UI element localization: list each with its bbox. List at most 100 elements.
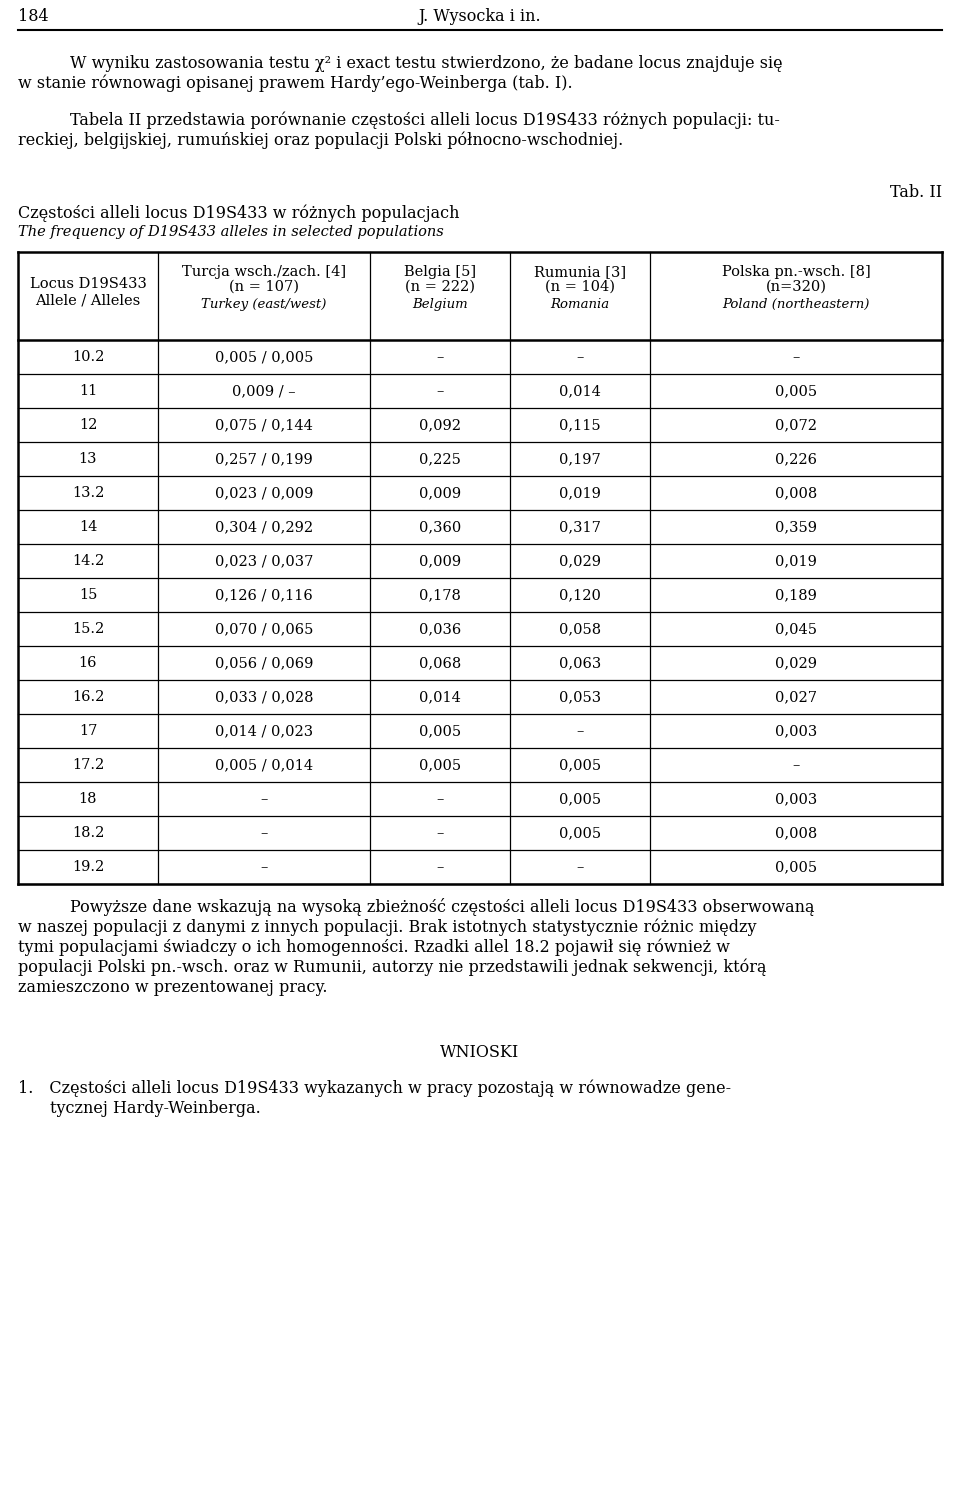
Text: w stanie równowagi opisanej prawem Hardy’ego-Weinberga (tab. I).: w stanie równowagi opisanej prawem Hardy…	[18, 75, 572, 92]
Text: 0,063: 0,063	[559, 656, 601, 669]
Text: 17: 17	[79, 723, 97, 738]
Text: J. Wysocka i in.: J. Wysocka i in.	[419, 8, 541, 26]
Text: 0,226: 0,226	[775, 453, 817, 466]
Text: 0,027: 0,027	[775, 690, 817, 704]
Text: 0,019: 0,019	[775, 553, 817, 569]
Text: 0,189: 0,189	[775, 588, 817, 602]
Text: 0,033 / 0,028: 0,033 / 0,028	[215, 690, 313, 704]
Text: 11: 11	[79, 384, 97, 399]
Text: 0,197: 0,197	[559, 453, 601, 466]
Text: 0,009 / –: 0,009 / –	[232, 384, 296, 399]
Text: 0,005 / 0,005: 0,005 / 0,005	[215, 350, 313, 364]
Text: 0,360: 0,360	[419, 520, 461, 534]
Text: 18: 18	[79, 793, 97, 806]
Text: 0,115: 0,115	[559, 418, 601, 432]
Text: Polska pn.-wsch. [8]: Polska pn.-wsch. [8]	[722, 265, 871, 280]
Text: 0,009: 0,009	[419, 553, 461, 569]
Text: 0,178: 0,178	[420, 588, 461, 602]
Text: 0,056 / 0,069: 0,056 / 0,069	[215, 656, 313, 669]
Text: –: –	[260, 793, 268, 806]
Text: Romania: Romania	[550, 298, 610, 311]
Text: Tab. II: Tab. II	[890, 183, 942, 202]
Text: tycznej Hardy-Weinberga.: tycznej Hardy-Weinberga.	[50, 1099, 261, 1117]
Text: Turkey (east/west): Turkey (east/west)	[202, 298, 326, 311]
Text: 0,072: 0,072	[775, 418, 817, 432]
Text: 0,008: 0,008	[775, 826, 817, 841]
Text: 0,359: 0,359	[775, 520, 817, 534]
Text: 0,070 / 0,065: 0,070 / 0,065	[215, 623, 313, 636]
Text: –: –	[576, 860, 584, 874]
Text: 13.2: 13.2	[72, 486, 105, 499]
Text: 0,005: 0,005	[775, 384, 817, 399]
Text: 0,014: 0,014	[559, 384, 601, 399]
Text: 0,014 / 0,023: 0,014 / 0,023	[215, 723, 313, 738]
Text: W wyniku zastosowania testu χ² i exact testu stwierdzono, że badane locus znajdu: W wyniku zastosowania testu χ² i exact t…	[70, 56, 782, 72]
Text: Tabela II przedstawia porównanie częstości alleli locus D19S433 różnych populacj: Tabela II przedstawia porównanie częstoś…	[70, 111, 780, 129]
Text: 15: 15	[79, 588, 97, 602]
Text: tymi populacjami świadczy o ich homogenności. Rzadki allel 18.2 pojawił się równ: tymi populacjami świadczy o ich homogenn…	[18, 938, 730, 957]
Text: (n=320): (n=320)	[765, 280, 827, 293]
Text: Belgia [5]: Belgia [5]	[404, 265, 476, 280]
Text: 16.2: 16.2	[72, 690, 105, 704]
Text: (n = 222): (n = 222)	[405, 280, 475, 293]
Text: 184: 184	[18, 8, 49, 26]
Text: 0,068: 0,068	[419, 656, 461, 669]
Text: 10.2: 10.2	[72, 350, 105, 364]
Text: 0,014: 0,014	[420, 690, 461, 704]
Text: w naszej populacji z danymi z innych populacji. Brak istotnych statystycznie róż: w naszej populacji z danymi z innych pop…	[18, 919, 756, 935]
Text: 0,045: 0,045	[775, 623, 817, 636]
Text: Poland (northeastern): Poland (northeastern)	[722, 298, 870, 311]
Text: –: –	[436, 384, 444, 399]
Text: 0,225: 0,225	[420, 453, 461, 466]
Text: Częstości alleli locus D19S433 w różnych populacjach: Częstości alleli locus D19S433 w różnych…	[18, 205, 460, 223]
Text: Powyższe dane wskazują na wysoką zbieżność częstości alleli locus D19S433 obserw: Powyższe dane wskazują na wysoką zbieżno…	[70, 898, 814, 916]
Text: –: –	[792, 350, 800, 364]
Text: 0,003: 0,003	[775, 793, 817, 806]
Text: 0,036: 0,036	[419, 623, 461, 636]
Text: 0,005: 0,005	[775, 860, 817, 874]
Text: 0,126 / 0,116: 0,126 / 0,116	[215, 588, 313, 602]
Text: 0,023 / 0,037: 0,023 / 0,037	[215, 553, 313, 569]
Text: 0,005: 0,005	[559, 826, 601, 841]
Text: 0,019: 0,019	[559, 486, 601, 499]
Text: zamieszczono w prezentowanej pracy.: zamieszczono w prezentowanej pracy.	[18, 979, 327, 996]
Text: 0,029: 0,029	[775, 656, 817, 669]
Text: 0,005: 0,005	[419, 758, 461, 772]
Text: 18.2: 18.2	[72, 826, 105, 841]
Text: 15.2: 15.2	[72, 623, 104, 636]
Text: (n = 107): (n = 107)	[229, 280, 299, 293]
Text: 0,005: 0,005	[559, 758, 601, 772]
Text: 12: 12	[79, 418, 97, 432]
Text: –: –	[436, 826, 444, 841]
Text: –: –	[436, 860, 444, 874]
Text: 14: 14	[79, 520, 97, 534]
Text: reckiej, belgijskiej, rumuńskiej oraz populacji Polski północno-wschodniej.: reckiej, belgijskiej, rumuńskiej oraz po…	[18, 131, 623, 149]
Text: Locus D19S433: Locus D19S433	[30, 277, 147, 290]
Text: 0,092: 0,092	[419, 418, 461, 432]
Text: populacji Polski pn.-wsch. oraz w Rumunii, autorzy nie przedstawili jednak sekwe: populacji Polski pn.-wsch. oraz w Rumuni…	[18, 958, 766, 976]
Text: 0,304 / 0,292: 0,304 / 0,292	[215, 520, 313, 534]
Text: 14.2: 14.2	[72, 553, 104, 569]
Text: 1. Częstości alleli locus D19S433 wykazanych w pracy pozostają w równowadze gene: 1. Częstości alleli locus D19S433 wykaza…	[18, 1080, 732, 1096]
Text: 0,120: 0,120	[559, 588, 601, 602]
Text: –: –	[260, 860, 268, 874]
Text: Belgium: Belgium	[412, 298, 468, 311]
Text: 0,317: 0,317	[559, 520, 601, 534]
Text: Rumunia [3]: Rumunia [3]	[534, 265, 626, 280]
Text: Allele / Alleles: Allele / Alleles	[36, 293, 140, 307]
Text: 0,023 / 0,009: 0,023 / 0,009	[215, 486, 313, 499]
Text: –: –	[436, 350, 444, 364]
Text: 0,008: 0,008	[775, 486, 817, 499]
Text: 0,005: 0,005	[559, 793, 601, 806]
Text: 0,003: 0,003	[775, 723, 817, 738]
Text: 16: 16	[79, 656, 97, 669]
Text: 19.2: 19.2	[72, 860, 104, 874]
Text: –: –	[792, 758, 800, 772]
Text: –: –	[576, 723, 584, 738]
Text: 13: 13	[79, 453, 97, 466]
Text: –: –	[576, 350, 584, 364]
Text: (n = 104): (n = 104)	[545, 280, 615, 293]
Text: 0,053: 0,053	[559, 690, 601, 704]
Text: The frequency of D19S433 alleles in selected populations: The frequency of D19S433 alleles in sele…	[18, 226, 444, 239]
Text: 17.2: 17.2	[72, 758, 104, 772]
